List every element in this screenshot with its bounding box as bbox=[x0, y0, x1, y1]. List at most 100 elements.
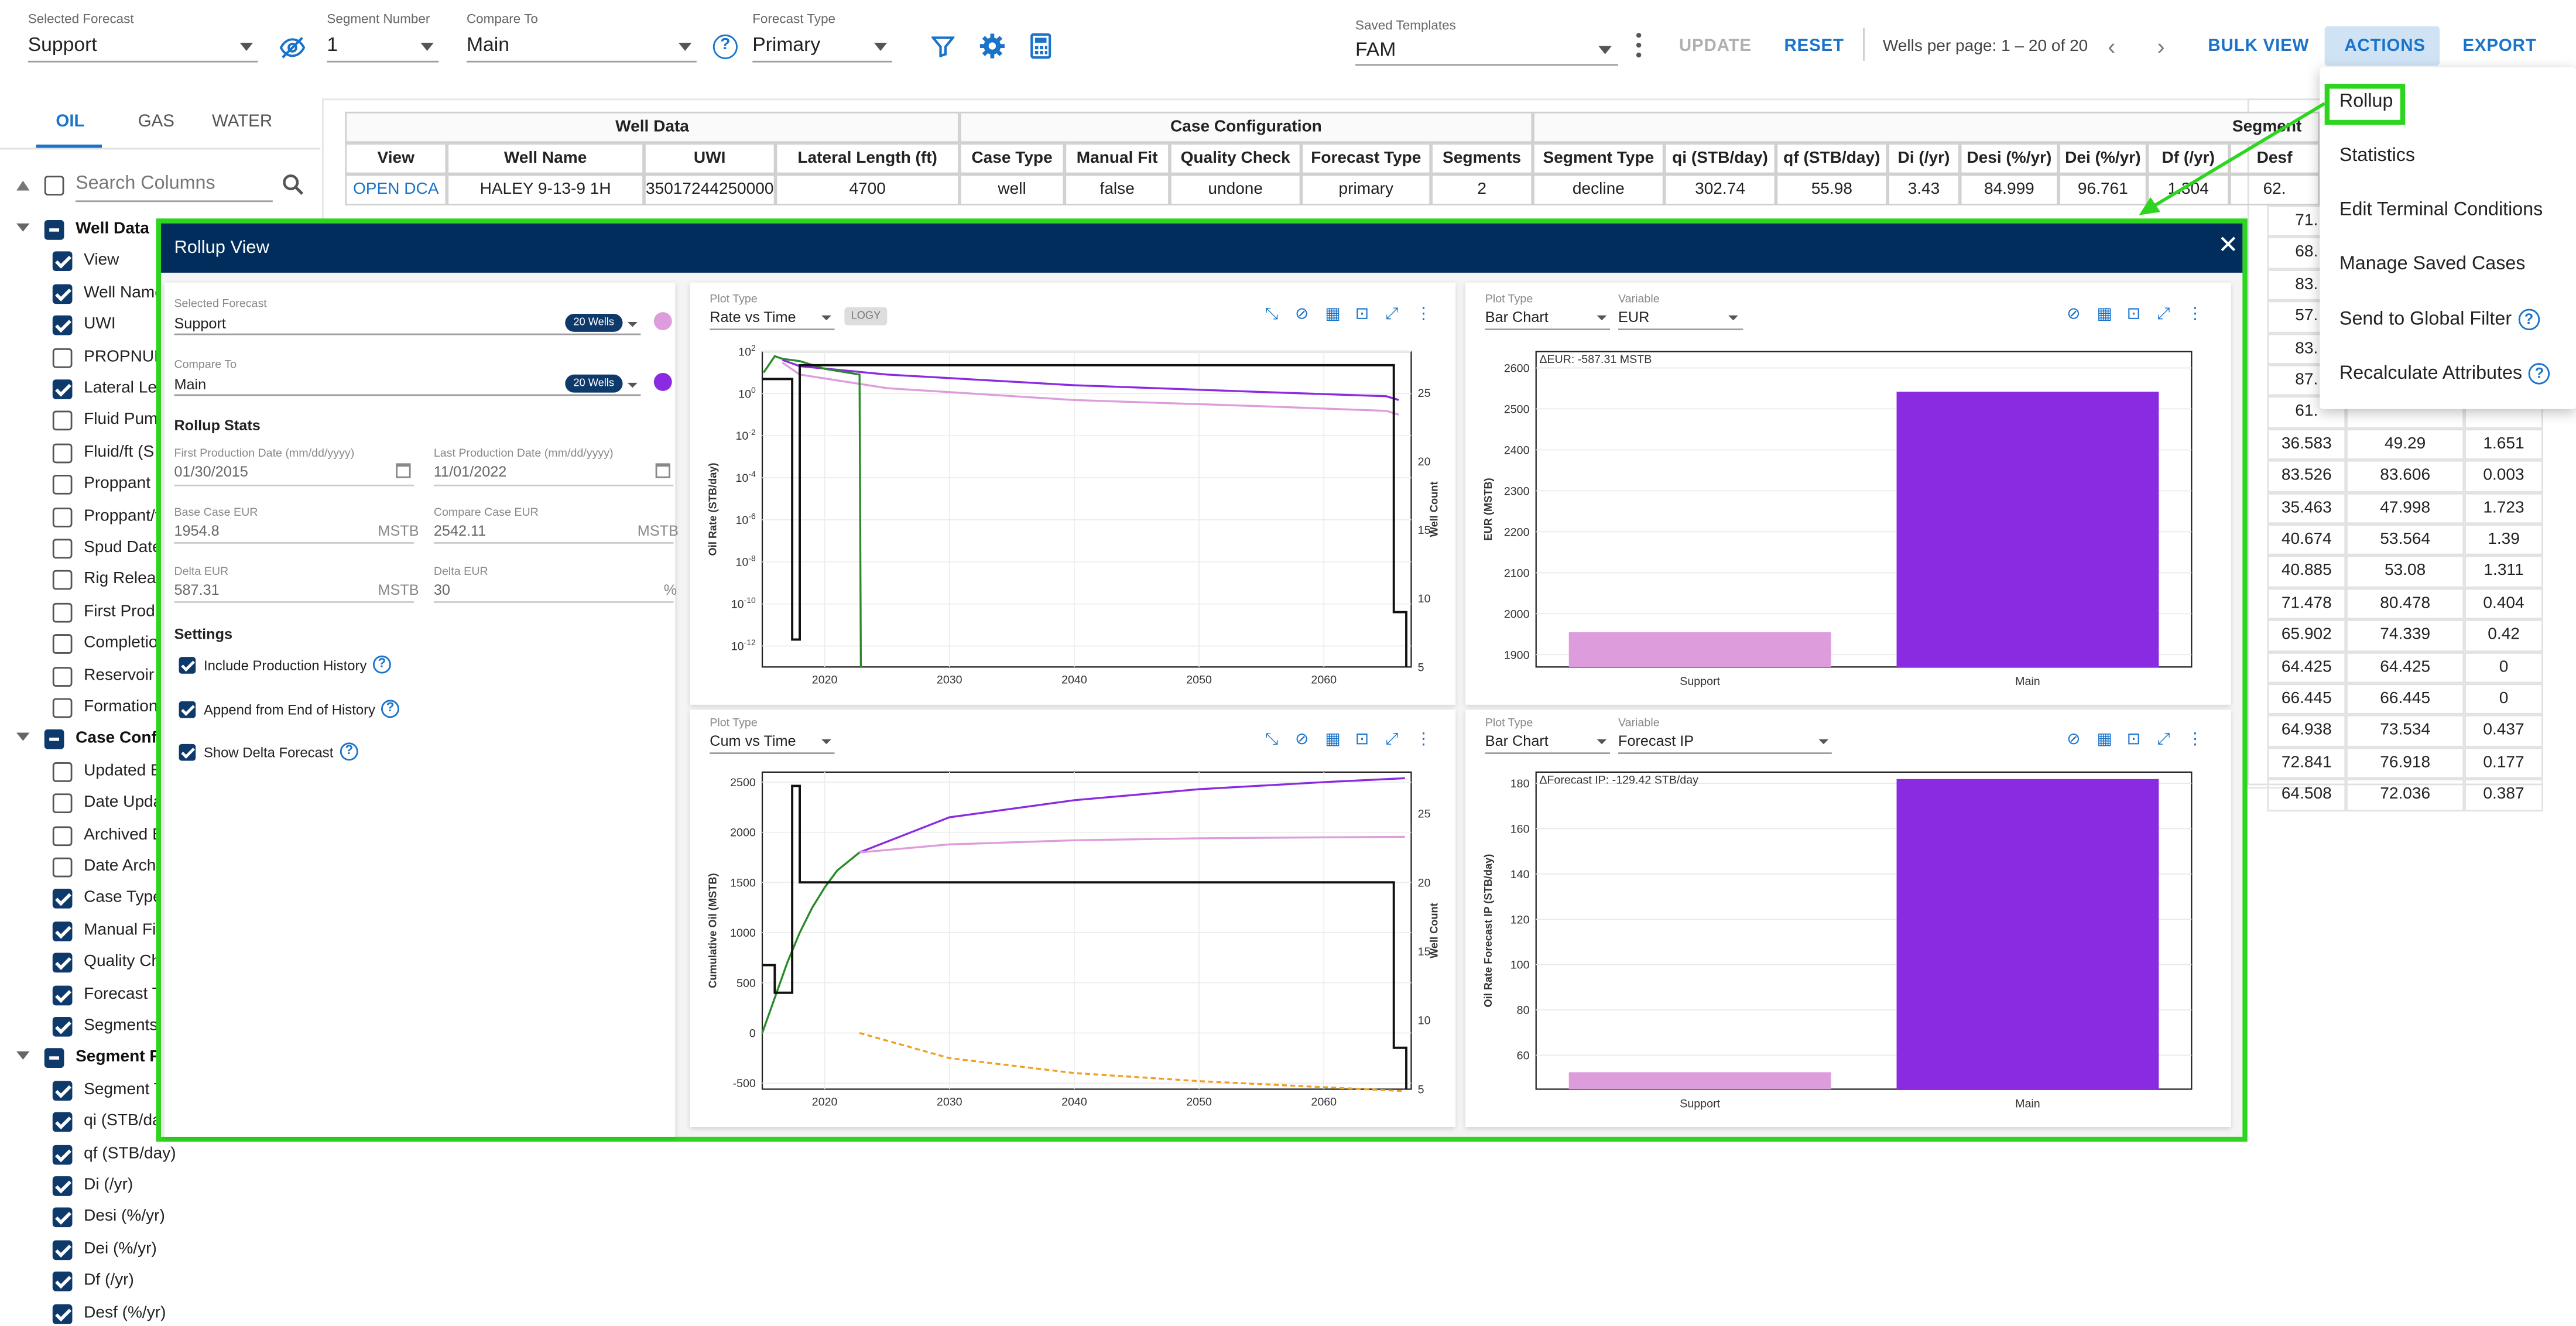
trend-icon[interactable]: ⤡ bbox=[1265, 305, 1279, 324]
bar[interactable] bbox=[1568, 632, 1831, 667]
column-checkbox[interactable] bbox=[52, 1240, 73, 1260]
sort-up-icon[interactable] bbox=[16, 180, 30, 191]
column-checkbox[interactable] bbox=[52, 475, 73, 495]
table-icon[interactable]: ▦ bbox=[2097, 731, 2112, 749]
actions-button[interactable]: ACTIONS bbox=[2344, 36, 2426, 56]
hide-icon[interactable]: ⊘ bbox=[2067, 305, 2081, 324]
table-icon[interactable]: ▦ bbox=[2097, 305, 2112, 324]
modal-selected-forecast-select[interactable]: Support bbox=[174, 315, 226, 332]
chevron-down-icon[interactable] bbox=[1728, 315, 1738, 321]
chevron-down-icon[interactable] bbox=[821, 315, 831, 321]
column-checkbox[interactable] bbox=[52, 570, 73, 591]
variable-select[interactable]: Forecast IP bbox=[1618, 732, 1694, 749]
chevron-down-icon[interactable] bbox=[1818, 739, 1829, 745]
gear-icon[interactable] bbox=[979, 33, 1005, 59]
more-vert-icon[interactable] bbox=[1636, 33, 1642, 58]
reset-button[interactable]: RESET bbox=[1784, 36, 1844, 56]
column-header[interactable]: Segments bbox=[1431, 143, 1533, 174]
selected-forecast-select[interactable]: Support bbox=[28, 33, 97, 56]
bar[interactable] bbox=[1568, 1072, 1831, 1089]
column-header[interactable]: Quality Check bbox=[1169, 143, 1301, 174]
column-checkbox[interactable] bbox=[52, 666, 73, 686]
chevron-down-icon[interactable] bbox=[1597, 315, 1607, 321]
setting-checkbox[interactable] bbox=[179, 657, 196, 674]
column-checkbox[interactable] bbox=[52, 1208, 73, 1228]
hide-icon[interactable]: ⊘ bbox=[2067, 731, 2081, 749]
column-header[interactable]: qf (STB/day) bbox=[1776, 143, 1888, 174]
chevron-down-icon[interactable] bbox=[678, 42, 692, 51]
column-header[interactable]: Dei (%/yr) bbox=[2058, 143, 2147, 174]
search-columns-input[interactable]: Search Columns bbox=[76, 174, 215, 194]
fullscreen-icon[interactable]: ⤢ bbox=[2157, 731, 2170, 749]
column-checkbox[interactable] bbox=[52, 793, 73, 814]
column-checkbox[interactable] bbox=[52, 379, 73, 399]
column-checkbox[interactable] bbox=[52, 698, 73, 718]
column-header[interactable]: Df (/yr) bbox=[2147, 143, 2229, 174]
column-checkbox[interactable] bbox=[52, 889, 73, 909]
chevron-down-icon[interactable] bbox=[627, 321, 638, 327]
column-header[interactable]: Lateral Length (ft) bbox=[775, 143, 960, 174]
fit-icon[interactable]: ⊡ bbox=[1355, 731, 1369, 749]
search-icon[interactable] bbox=[283, 174, 304, 195]
column-checkbox[interactable] bbox=[52, 443, 73, 463]
series-line[interactable] bbox=[859, 1032, 1405, 1092]
menu-item-manage-saved-cases[interactable]: Manage Saved Cases bbox=[2339, 254, 2526, 275]
last-production-field[interactable]: 11/01/2022 bbox=[433, 463, 507, 480]
column-checkbox[interactable] bbox=[52, 411, 73, 431]
column-checkbox[interactable] bbox=[52, 1176, 73, 1196]
group-checkbox[interactable] bbox=[44, 730, 64, 750]
column-checkbox[interactable] bbox=[52, 602, 73, 622]
column-checkbox[interactable] bbox=[52, 921, 73, 941]
more-vert-icon[interactable]: ⋮ bbox=[2187, 731, 2204, 749]
column-header[interactable]: Case Type bbox=[959, 143, 1065, 174]
hide-icon[interactable]: ⊘ bbox=[1295, 731, 1309, 749]
column-checkbox[interactable] bbox=[52, 506, 73, 527]
expand-icon[interactable] bbox=[16, 1052, 30, 1061]
chevron-down-icon[interactable] bbox=[873, 42, 888, 51]
plot-type-select[interactable]: Rate vs Time bbox=[710, 309, 796, 325]
column-checkbox[interactable] bbox=[52, 1303, 73, 1324]
compare-color-swatch[interactable] bbox=[653, 372, 672, 391]
column-header[interactable]: Forecast Type bbox=[1301, 143, 1431, 174]
setting-checkbox[interactable] bbox=[179, 700, 196, 718]
expand-icon[interactable] bbox=[16, 733, 30, 742]
column-checkbox[interactable] bbox=[52, 1112, 73, 1132]
column-header[interactable]: View bbox=[345, 143, 447, 174]
trend-icon[interactable]: ⤡ bbox=[1265, 731, 1279, 749]
column-checkbox[interactable] bbox=[52, 252, 73, 272]
modal-compare-to-select[interactable]: Main bbox=[174, 376, 207, 393]
export-button[interactable]: EXPORT bbox=[2462, 36, 2537, 56]
column-checkbox[interactable] bbox=[52, 985, 73, 1005]
filter-icon[interactable] bbox=[931, 35, 955, 58]
bulk-view-button[interactable]: BULK VIEW bbox=[2208, 36, 2310, 56]
fullscreen-icon[interactable]: ⤢ bbox=[1385, 305, 1399, 324]
close-icon[interactable]: ✕ bbox=[2218, 231, 2239, 260]
update-button[interactable]: UPDATE bbox=[1678, 36, 1752, 56]
column-checkbox[interactable] bbox=[52, 1016, 73, 1037]
column-checkbox[interactable] bbox=[52, 1080, 73, 1101]
rate-vs-time-chart[interactable]: 2020 2030 2040 2050 2060 102 100 10-2 10-4 10-6 10… bbox=[690, 335, 1456, 704]
series-line[interactable] bbox=[762, 364, 1408, 667]
menu-item-edit-terminal-conditions[interactable]: Edit Terminal Conditions bbox=[2339, 200, 2543, 221]
table-icon[interactable]: ▦ bbox=[1325, 731, 1341, 749]
compare-to-select[interactable]: Main bbox=[466, 33, 509, 56]
menu-item-send-to-global-filter[interactable]: Send to Global Filter? bbox=[2339, 309, 2540, 331]
menu-item-recalculate-attributes[interactable]: Recalculate Attributes? bbox=[2339, 363, 2550, 385]
help-icon[interactable]: ? bbox=[372, 655, 391, 674]
menu-item-statistics[interactable]: Statistics bbox=[2339, 146, 2416, 166]
bar[interactable] bbox=[1896, 392, 2159, 667]
more-vert-icon[interactable]: ⋮ bbox=[1415, 731, 1432, 749]
chevron-down-icon[interactable] bbox=[821, 739, 831, 745]
fit-icon[interactable]: ⊡ bbox=[1355, 305, 1369, 324]
expand-icon[interactable] bbox=[16, 223, 30, 232]
column-checkbox[interactable] bbox=[52, 1272, 73, 1292]
tab-oil[interactable]: OIL bbox=[56, 111, 85, 132]
column-checkbox[interactable] bbox=[52, 539, 73, 559]
chevron-down-icon[interactable] bbox=[420, 42, 434, 51]
column-checkbox[interactable] bbox=[52, 1144, 73, 1164]
cum-vs-time-chart[interactable]: 2020 2030 2040 2050 2060 2500 2000 1500 1000 500 0… bbox=[690, 759, 1456, 1127]
calendar-icon[interactable] bbox=[396, 463, 411, 478]
forecast-type-select[interactable]: Primary bbox=[752, 33, 821, 56]
column-header[interactable]: qi (STB/day) bbox=[1664, 143, 1776, 174]
segment-number-select[interactable]: 1 bbox=[327, 33, 338, 56]
